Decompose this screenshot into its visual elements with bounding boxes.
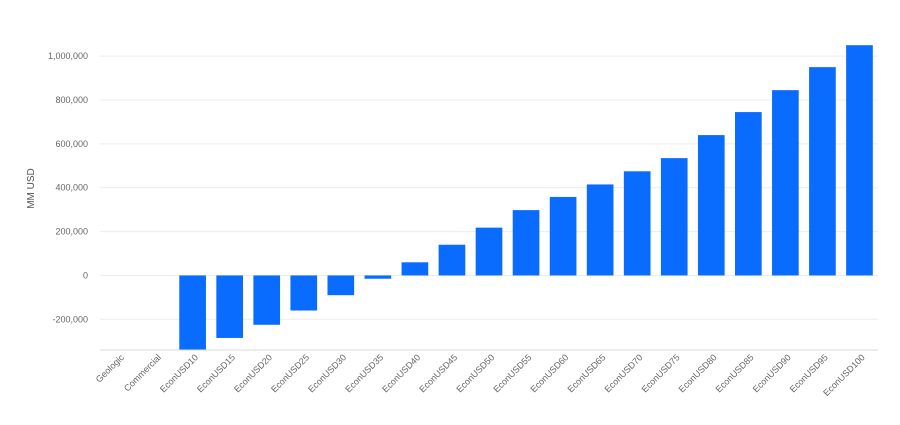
bar-econusd45 [438,244,466,276]
x-tick-label: EconUSD45 [417,352,459,394]
bar-econusd90 [772,90,799,276]
x-tick-label: EconUSD70 [603,352,645,394]
y-tick-label: 200,000 [55,227,88,237]
bar-econusd85 [734,112,762,276]
bar-econusd40 [401,262,429,276]
y-tick-label: 0 [83,270,88,280]
x-tick-label: Geologic [94,352,127,385]
bar-econusd15 [216,275,244,338]
bar-econusd25 [290,275,318,311]
y-axis-title: MM USD [26,168,37,209]
x-tick-label: EconUSD15 [195,352,237,394]
bar-econusd80 [697,135,725,276]
bar-econusd35 [364,275,392,279]
y-tick-label: 400,000 [55,183,88,193]
x-tick-label: EconUSD90 [751,352,793,394]
x-tick-label: EconUSD65 [565,352,607,394]
y-tick-label: 1,000,000 [48,51,88,61]
bar-econusd75 [660,158,688,276]
x-tick-label: EconUSD30 [306,352,348,394]
bars [179,45,873,350]
y-tick-label: 800,000 [55,95,88,105]
bar-econusd60 [549,196,577,276]
x-tick-label: EconUSD35 [343,352,385,394]
bar-econusd65 [586,184,614,276]
y-tick-label: -200,000 [52,314,88,324]
y-axis-tick-labels: -200,000 0 200,000 400,000 600,000 800,000 1,0… [48,51,88,324]
x-tick-label: EconUSD20 [232,352,274,394]
bar-econusd10 [179,275,206,350]
x-tick-label: EconUSD10 [158,352,200,394]
x-tick-label: EconUSD40 [380,352,422,394]
x-tick-label: EconUSD80 [677,352,719,394]
x-tick-label: EconUSD60 [528,352,570,394]
bar-econusd100 [846,45,873,276]
x-tick-label: EconUSD50 [454,352,496,394]
x-axis-tick-labels: GeologicCommercialEconUSD10EconUSD15Econ… [94,352,867,398]
bar-econusd30 [327,275,355,296]
y-tick-label: 600,000 [55,139,88,149]
x-tick-label: EconUSD85 [714,352,756,394]
bar-econusd70 [623,171,651,276]
bar-econusd55 [512,210,540,276]
bar-econusd95 [809,67,836,276]
bar-econusd50 [475,227,503,276]
x-tick-label: EconUSD55 [491,352,533,394]
x-tick-label: EconUSD75 [640,352,682,394]
x-tick-label: EconUSD25 [269,352,311,394]
bar-econusd20 [253,275,281,325]
